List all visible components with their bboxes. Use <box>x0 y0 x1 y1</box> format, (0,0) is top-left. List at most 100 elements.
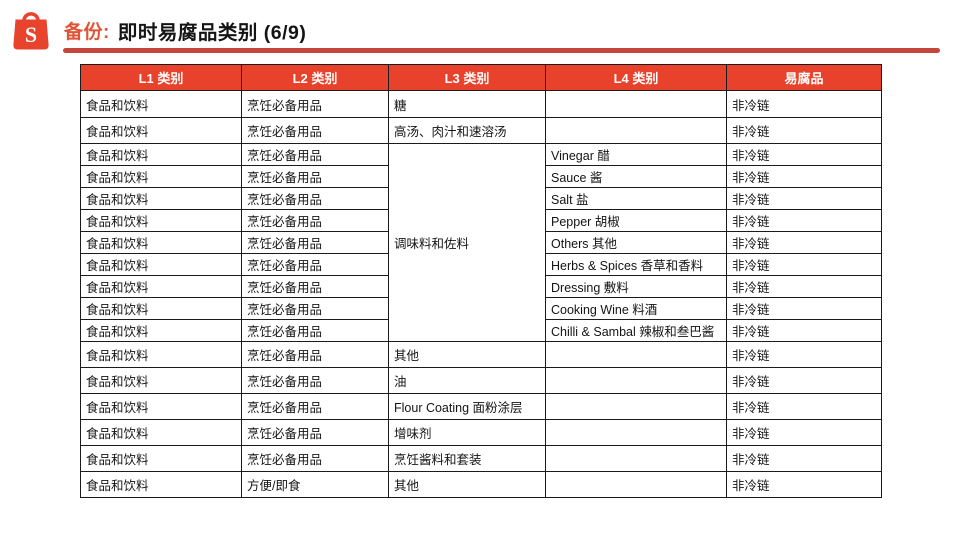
cell-l4 <box>545 90 727 118</box>
cell-perishable: 非冷链 <box>726 253 882 276</box>
cell-perishable: 非冷链 <box>726 419 882 446</box>
cell-l1: 食品和饮料 <box>80 419 242 446</box>
cell-perishable: 非冷链 <box>726 393 882 420</box>
cell-perishable: 非冷链 <box>726 231 882 254</box>
cell-perishable: 非冷链 <box>726 341 882 368</box>
cell-l3-merged: 调味料和佐料 <box>388 143 546 342</box>
col-header-l4: L4 类别 <box>545 64 727 91</box>
table-row: 食品和饮料 烹饪必备用品 烹饪酱料和套装 非冷链 <box>80 445 882 472</box>
cell-l2: 烹饪必备用品 <box>241 143 389 166</box>
table-row: 食品和饮料 烹饪必备用品 Others 其他 非冷链 <box>80 231 882 254</box>
cell-l2: 烹饪必备用品 <box>241 231 389 254</box>
table-row: 食品和饮料 烹饪必备用品 Flour Coating 面粉涂层 非冷链 <box>80 393 882 420</box>
cell-l2: 烹饪必备用品 <box>241 367 389 394</box>
cell-l1: 食品和饮料 <box>80 341 242 368</box>
cell-l2: 烹饪必备用品 <box>241 90 389 118</box>
cell-l3: 高汤、肉汁和速溶汤 <box>388 117 546 144</box>
shopee-logo-icon: S <box>13 12 49 50</box>
table-row: 食品和饮料 烹饪必备用品 Cooking Wine 料酒 非冷链 <box>80 297 882 320</box>
cell-l4 <box>545 117 727 144</box>
table-row: 食品和饮料 烹饪必备用品 调味料和佐料 Vinegar 醋非冷链 <box>80 143 882 342</box>
table-row: 食品和饮料 烹饪必备用品 Pepper 胡椒 非冷链 <box>80 209 882 232</box>
cell-l1: 食品和饮料 <box>80 367 242 394</box>
cell-l3: 糖 <box>388 90 546 118</box>
cell-perishable: 非冷链 <box>726 445 882 472</box>
cell-l1: 食品和饮料 <box>80 231 242 254</box>
cell-l4: Cooking Wine 料酒 <box>545 297 727 320</box>
cell-l1: 食品和饮料 <box>80 143 242 166</box>
title-underline <box>63 48 940 53</box>
cell-l4 <box>545 393 727 420</box>
cell-l2: 烹饪必备用品 <box>241 187 389 210</box>
cell-l1: 食品和饮料 <box>80 165 242 188</box>
cell-l1: 食品和饮料 <box>80 253 242 276</box>
cell-l3: 烹饪酱料和套装 <box>388 445 546 472</box>
cell-l3: 油 <box>388 367 546 394</box>
cell-l1: 食品和饮料 <box>80 319 242 342</box>
cell-l4: Others 其他 <box>545 231 727 254</box>
cell-l3: Flour Coating 面粉涂层 <box>388 393 546 420</box>
table-row: 食品和饮料 烹饪必备用品糖 非冷链 <box>80 90 882 118</box>
cell-l2: 烹饪必备用品 <box>241 165 389 188</box>
cell-perishable: 非冷链 <box>726 165 882 188</box>
cell-l1: 食品和饮料 <box>80 445 242 472</box>
cell-l2: 烹饪必备用品 <box>241 117 389 144</box>
cell-perishable: 非冷链 <box>726 143 882 166</box>
table-header-row: L1 类别 L2 类别 L3 类别 L4 类别 易腐品 <box>80 64 882 91</box>
cell-l4: Pepper 胡椒 <box>545 209 727 232</box>
table-row: 食品和饮料 烹饪必备用品油 非冷链 <box>80 367 882 394</box>
cell-perishable: 非冷链 <box>726 187 882 210</box>
cell-l2: 烹饪必备用品 <box>241 419 389 446</box>
cell-l3: 其他 <box>388 341 546 368</box>
cell-perishable: 非冷链 <box>726 319 882 342</box>
cell-l4 <box>545 341 727 368</box>
cell-l2: 烹饪必备用品 <box>241 319 389 342</box>
cell-l4 <box>545 471 727 498</box>
cell-l1: 食品和饮料 <box>80 209 242 232</box>
cell-l1: 食品和饮料 <box>80 275 242 298</box>
table-row: 食品和饮料 烹饪必备用品 其他 非冷链 <box>80 341 882 368</box>
svg-text:S: S <box>25 22 37 47</box>
cell-l2: 方便/即食 <box>241 471 389 498</box>
cell-perishable: 非冷链 <box>726 297 882 320</box>
cell-l4: Salt 盐 <box>545 187 727 210</box>
cell-perishable: 非冷链 <box>726 117 882 144</box>
cell-perishable: 非冷链 <box>726 90 882 118</box>
cell-l4: Sauce 酱 <box>545 165 727 188</box>
table-row: 食品和饮料 烹饪必备用品 Dressing 敷料 非冷链 <box>80 275 882 298</box>
cell-l1: 食品和饮料 <box>80 393 242 420</box>
cell-l1: 食品和饮料 <box>80 90 242 118</box>
cell-l1: 食品和饮料 <box>80 471 242 498</box>
cell-perishable: 非冷链 <box>726 209 882 232</box>
cell-perishable: 非冷链 <box>726 471 882 498</box>
page-title: 备份: 即时易腐品类别 (6/9) <box>64 15 306 45</box>
cell-l2: 烹饪必备用品 <box>241 445 389 472</box>
cell-l3: 增味剂 <box>388 419 546 446</box>
cell-l4: Vinegar 醋 <box>545 143 727 166</box>
cell-perishable: 非冷链 <box>726 367 882 394</box>
cell-l2: 烹饪必备用品 <box>241 341 389 368</box>
cell-l4 <box>545 367 727 394</box>
title-text: 即时易腐品类别 (6/9) <box>117 21 307 44</box>
cell-l2: 烹饪必备用品 <box>241 253 389 276</box>
cell-l4: Herbs & Spices 香草和香料 <box>545 253 727 276</box>
col-header-l3: L3 类别 <box>388 64 546 91</box>
cell-l3: 其他 <box>388 471 546 498</box>
cell-l2: 烹饪必备用品 <box>241 393 389 420</box>
title-prefix: 备份: <box>64 21 110 43</box>
cell-l1: 食品和饮料 <box>80 117 242 144</box>
table-row: 食品和饮料 方便/即食 其他 非冷链 <box>80 471 882 498</box>
cell-l4: Chilli & Sambal 辣椒和叁巴酱 <box>545 319 727 342</box>
table-row: 食品和饮料 烹饪必备用品 Herbs & Spices 香草和香料 非冷链 <box>80 253 882 276</box>
table-row: 食品和饮料 烹饪必备用品 增味剂 非冷链 <box>80 419 882 446</box>
cell-l4: Dressing 敷料 <box>545 275 727 298</box>
cell-l2: 烹饪必备用品 <box>241 297 389 320</box>
cell-l2: 烹饪必备用品 <box>241 209 389 232</box>
cell-l4 <box>545 445 727 472</box>
category-table: L1 类别 L2 类别 L3 类别 L4 类别 易腐品 食品和饮料 烹饪必备用品糖… <box>80 64 882 498</box>
table-row: 食品和饮料 烹饪必备用品 高汤、肉汁和速溶汤 非冷链 <box>80 117 882 144</box>
cell-l2: 烹饪必备用品 <box>241 275 389 298</box>
col-header-l2: L2 类别 <box>241 64 389 91</box>
col-header-l1: L1 类别 <box>80 64 242 91</box>
